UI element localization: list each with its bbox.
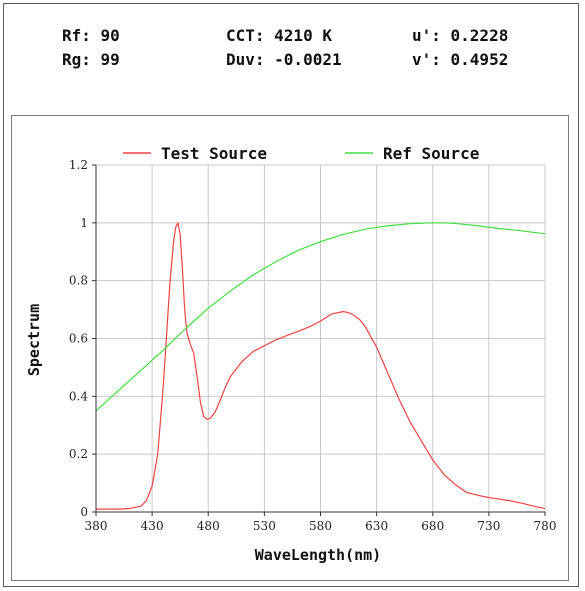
x-tick-label: 480 (197, 519, 220, 533)
x-tick-label: 380 (85, 519, 108, 533)
x-tick-label: 730 (477, 519, 500, 533)
test-source-legend-label: Test Source (161, 144, 267, 163)
x-tick-label: 530 (253, 519, 276, 533)
y-tick-label: 0.6 (69, 332, 88, 346)
x-tick-label: 580 (309, 519, 332, 533)
metrics-panel: Rf: 90 Rg: 99 CCT: 4210 K Duv: -0.0021 u… (0, 0, 585, 100)
y-tick-label: 0.8 (69, 274, 88, 288)
ref-source-legend-label: Ref Source (383, 144, 479, 163)
ref-source-series-line (95, 222, 546, 412)
spectrum-chart-panel (11, 115, 569, 581)
y-tick-label: 1 (80, 216, 88, 230)
y-tick-label: 0.4 (69, 389, 88, 403)
grid-layer (95, 164, 546, 513)
x-tick-label: 630 (365, 519, 388, 533)
y-tick-label: 0 (80, 505, 88, 519)
cct-value: CCT: 4210 K (226, 26, 332, 45)
series-layer (95, 222, 546, 510)
y-tick-label: 1.2 (69, 158, 88, 172)
legend: Test Source Ref Source (123, 144, 479, 163)
rg-value: Rg: 99 (62, 50, 120, 69)
x-tick-label: 680 (421, 519, 444, 533)
rf-value: Rf: 90 (62, 26, 120, 45)
axis-layer: 380 430 480 530 580 630 680 730 780 0 0.2 0.4 0.6 0.8… (69, 158, 557, 533)
x-axis-title: WaveLength(nm) (255, 546, 381, 564)
y-tick-label: 0.2 (69, 447, 88, 461)
x-tick-label: 430 (141, 519, 164, 533)
test-source-series-line (96, 222, 546, 510)
y-axis-title: Spectrum (25, 304, 43, 376)
v-prime-value: v': 0.4952 (412, 50, 509, 69)
x-tick-label: 780 (534, 519, 557, 533)
duv-value: Duv: -0.0021 (226, 50, 342, 69)
u-prime-value: u': 0.2228 (412, 26, 509, 45)
